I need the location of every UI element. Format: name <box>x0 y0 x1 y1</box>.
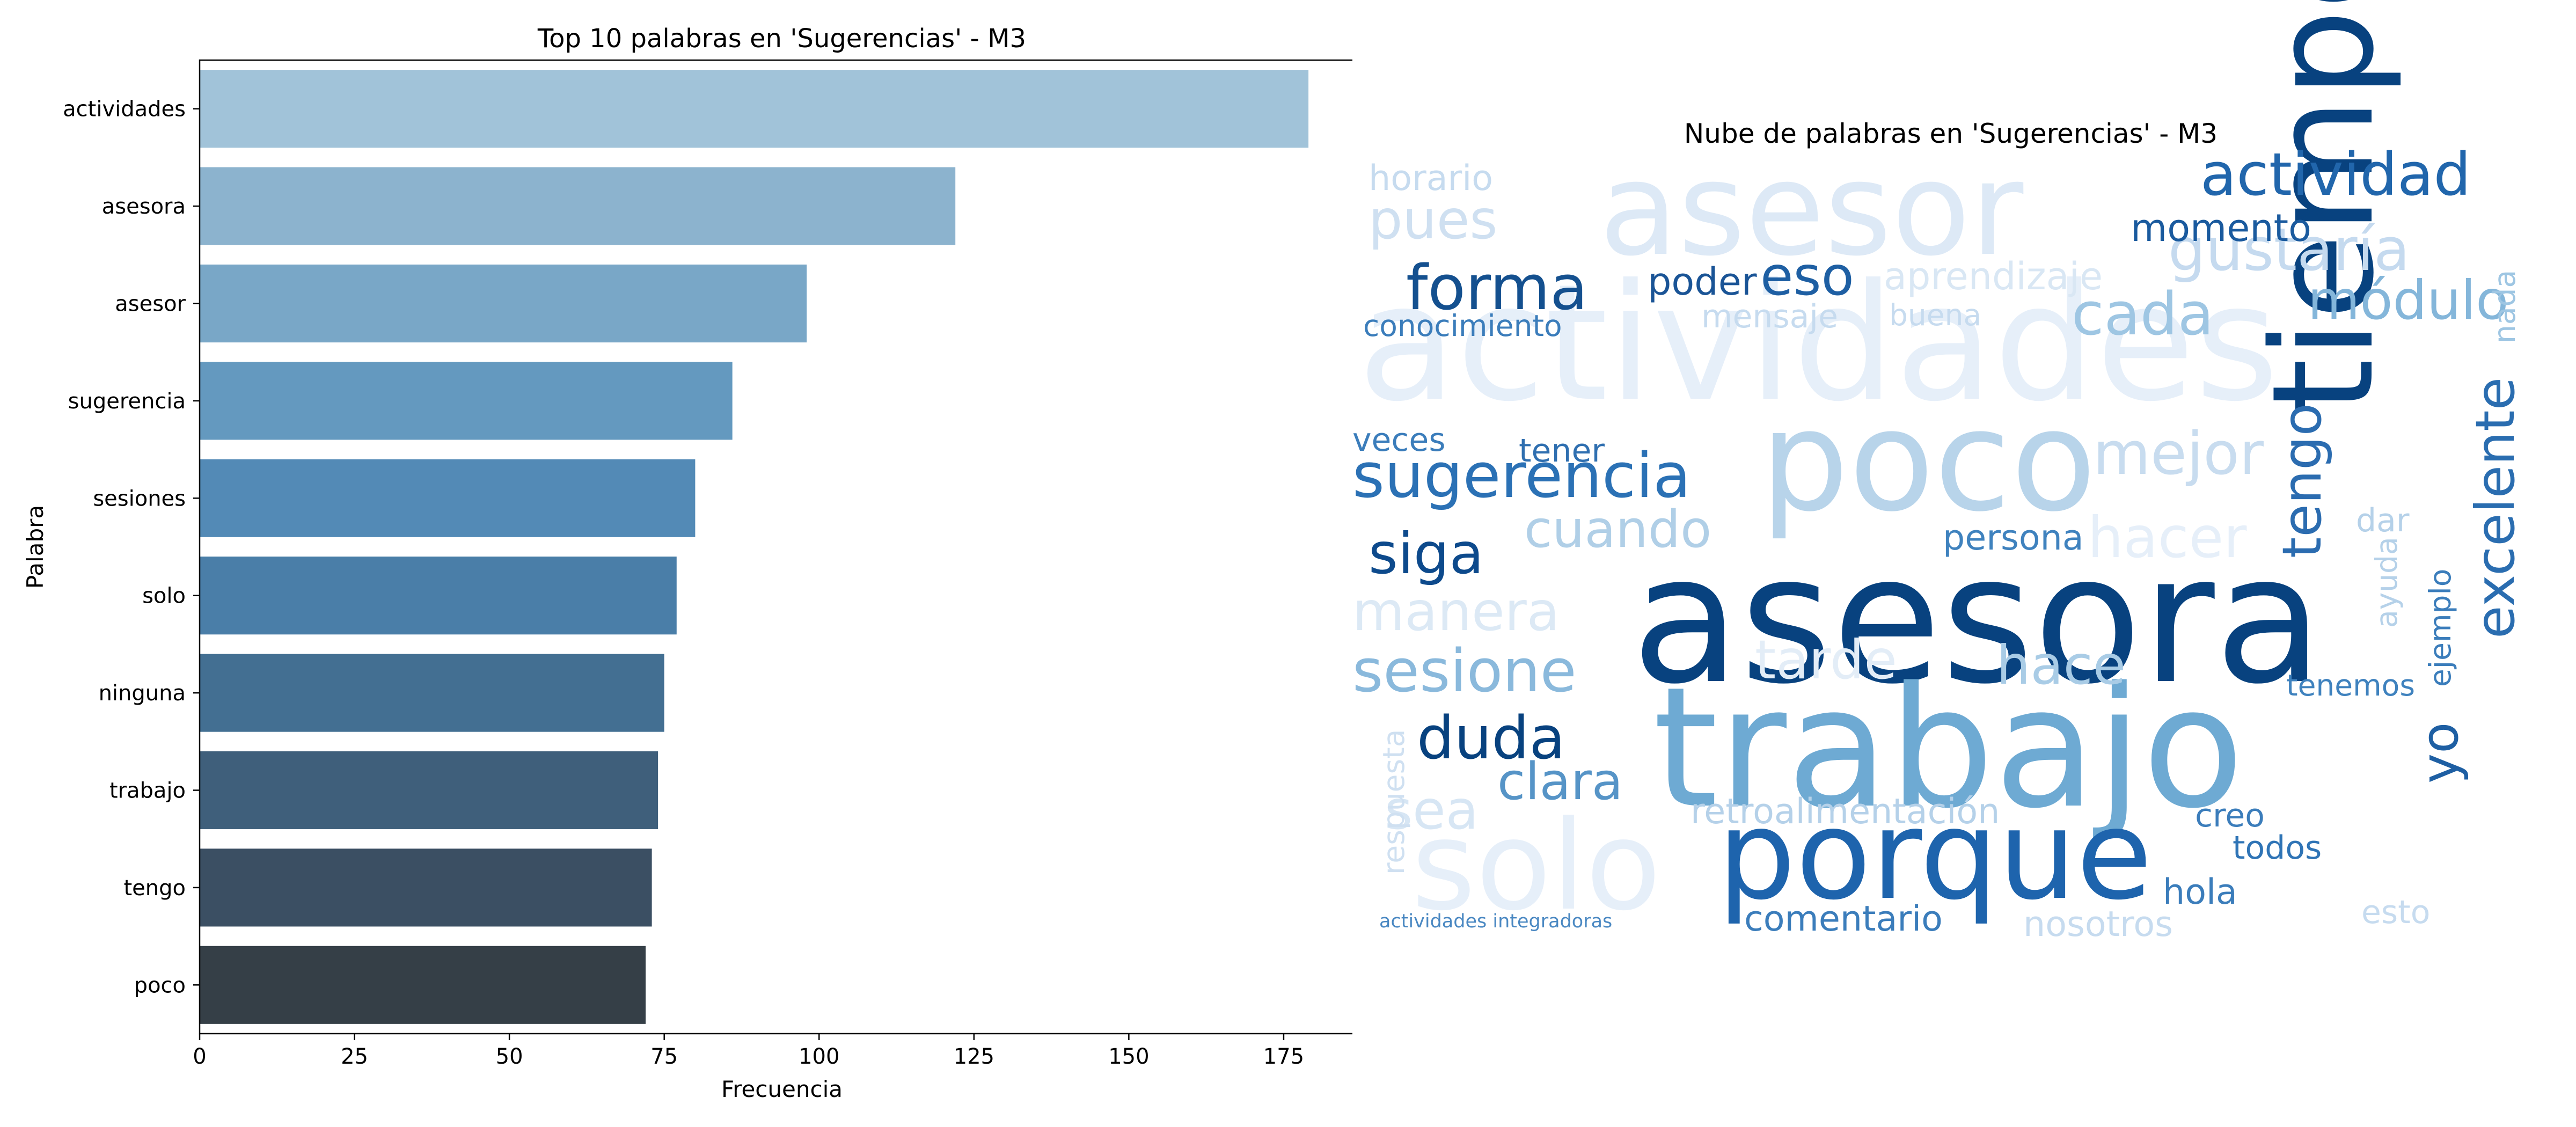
cloud-word-gustaría: gustaría <box>2168 215 2410 284</box>
ytick-label-sugerencia: sugerencia <box>68 389 186 414</box>
xtick-label-125: 125 <box>954 1044 994 1069</box>
cloud-word-tener: tener <box>1519 432 1605 470</box>
cloud-word-conocimiento: conocimiento <box>1363 309 1562 343</box>
cloud-word-pues: pues <box>1368 188 1498 251</box>
chart-title: Top 10 palabras en 'Sugerencias' - M3 <box>537 24 1026 54</box>
cloud-word-ayuda: ayuda <box>2369 537 2404 628</box>
ytick-label-sesiones: sesiones <box>93 486 186 511</box>
bar-sugerencia <box>200 362 733 440</box>
cloud-word-creo: creo <box>2195 797 2265 835</box>
cloud-word-tenemos: tenemos <box>2286 668 2415 702</box>
ytick-label-ninguna: ninguna <box>99 681 186 706</box>
wordcloud-title: Nube de palabras en 'Sugerencias' - M3 <box>1684 118 2218 149</box>
cloud-word-solo: solo <box>1411 795 1662 938</box>
cloud-word-forma: forma <box>1406 252 1588 324</box>
ytick-label-poco: poco <box>134 973 186 998</box>
cloud-word-porque: porque <box>1717 784 2153 927</box>
cloud-word-excelente: excelente <box>2464 377 2527 639</box>
cloud-word-aprendizaje: aprendizaje <box>1884 254 2103 298</box>
xtick-label-100: 100 <box>799 1044 839 1069</box>
cloud-word-ejemplo: ejemplo <box>2423 568 2457 687</box>
bar-sesiones <box>200 459 696 537</box>
cloud-word-nada: nada <box>2487 269 2522 343</box>
cloud-word-retroalimentación: retroalimentación <box>1690 792 2000 832</box>
cloud-word-mejor: mejor <box>2093 419 2264 488</box>
cloud-word-duda: duda <box>1417 704 1565 772</box>
cloud-word-yo: yo <box>2411 722 2470 784</box>
cloud-word-actividad: actividad <box>2200 140 2471 209</box>
cloud-word-comentario: comentario <box>1744 899 1943 939</box>
wordcloud: asesora trabajo actividades poco asesor tiemp… <box>1352 0 2549 942</box>
ytick-label-asesor: asesor <box>115 292 186 317</box>
cloud-word-sesione: sesione <box>1352 636 1577 705</box>
cloud-word-asesor: asesor <box>1599 134 2024 284</box>
cloud-word-tarde: tarde <box>1755 628 1897 691</box>
cloud-word-dar: dar <box>2356 502 2410 539</box>
bar-solo <box>200 557 677 635</box>
bar-asesor <box>200 264 807 343</box>
cloud-word-momento: momento <box>2131 206 2311 250</box>
bar-actividades <box>200 70 1309 148</box>
cloud-word-poco: poco <box>1760 380 2097 543</box>
xtick-label-175: 175 <box>1263 1044 1304 1069</box>
cloud-word-eso: eso <box>1760 245 1854 308</box>
xtick-label-50: 50 <box>496 1044 523 1069</box>
cloud-word-todos: todos <box>2233 829 2322 867</box>
xtick-label-75: 75 <box>650 1044 678 1069</box>
cloud-word-persona: persona <box>1943 518 2084 558</box>
bar-tengo <box>200 848 652 927</box>
cloud-word-esto: esto <box>2361 894 2431 931</box>
x-axis-label: Frecuencia <box>721 1076 843 1102</box>
y-axis-label: Palabra <box>22 505 48 589</box>
bar-poco <box>200 946 646 1024</box>
bar-chart: Top 10 palabras en 'Sugerencias' - M3 act… <box>22 24 1352 1102</box>
cloud-word-actividades-integradoras: actividades integradoras <box>1379 911 1613 932</box>
ytick-label-asesora: asesora <box>102 194 186 219</box>
cloud-word-veces: veces <box>1352 421 1446 459</box>
cloud-word-manera: manera <box>1352 580 1560 643</box>
cloud-word-hacer: hacer <box>2088 505 2247 570</box>
cloud-word-asesora: asesora <box>1631 517 2323 723</box>
xtick-label-0: 0 <box>193 1044 206 1069</box>
cloud-word-cuando: cuando <box>1524 500 1712 559</box>
ytick-label-trabajo: trabajo <box>109 779 186 803</box>
ytick-label-tengo: tengo <box>123 876 186 901</box>
cloud-word-nosotros: nosotros <box>2023 904 2174 945</box>
xtick-label-150: 150 <box>1108 1044 1149 1069</box>
cloud-word-trabajo: trabajo <box>1653 652 2244 845</box>
bar-asesora <box>200 167 956 245</box>
cloud-word-horario: horario <box>1368 158 1494 199</box>
cloud-word-tengo: tengo <box>2271 403 2333 558</box>
cloud-word-módulo: módulo <box>2308 269 2509 332</box>
cloud-word-poder: poder <box>1648 260 1757 304</box>
plot-frame <box>199 59 1352 1035</box>
cloud-word-respuesta: respuesta <box>1377 729 1411 875</box>
xtick-label-25: 25 <box>341 1044 368 1069</box>
cloud-word-sea: sea <box>1385 779 1479 841</box>
bar-ninguna <box>200 654 664 732</box>
cloud-word-hace: hace <box>1996 634 2126 697</box>
ytick-label-actividades: actividades <box>63 97 186 122</box>
bar-trabajo <box>200 751 658 830</box>
cloud-word-actividades: actividades <box>1358 250 2279 437</box>
cloud-word-siga: siga <box>1368 521 1484 587</box>
cloud-word-hola: hola <box>2163 872 2237 912</box>
cloud-word-sugerencia: sugerencia <box>1352 440 1691 512</box>
cloud-word-cada: cada <box>2072 280 2214 348</box>
ytick-label-solo: solo <box>142 584 186 609</box>
cloud-word-clara: clara <box>1497 752 1623 811</box>
cloud-word-mensaje: mensaje <box>1701 298 1838 335</box>
cloud-word-buena: buena <box>1889 298 1982 332</box>
